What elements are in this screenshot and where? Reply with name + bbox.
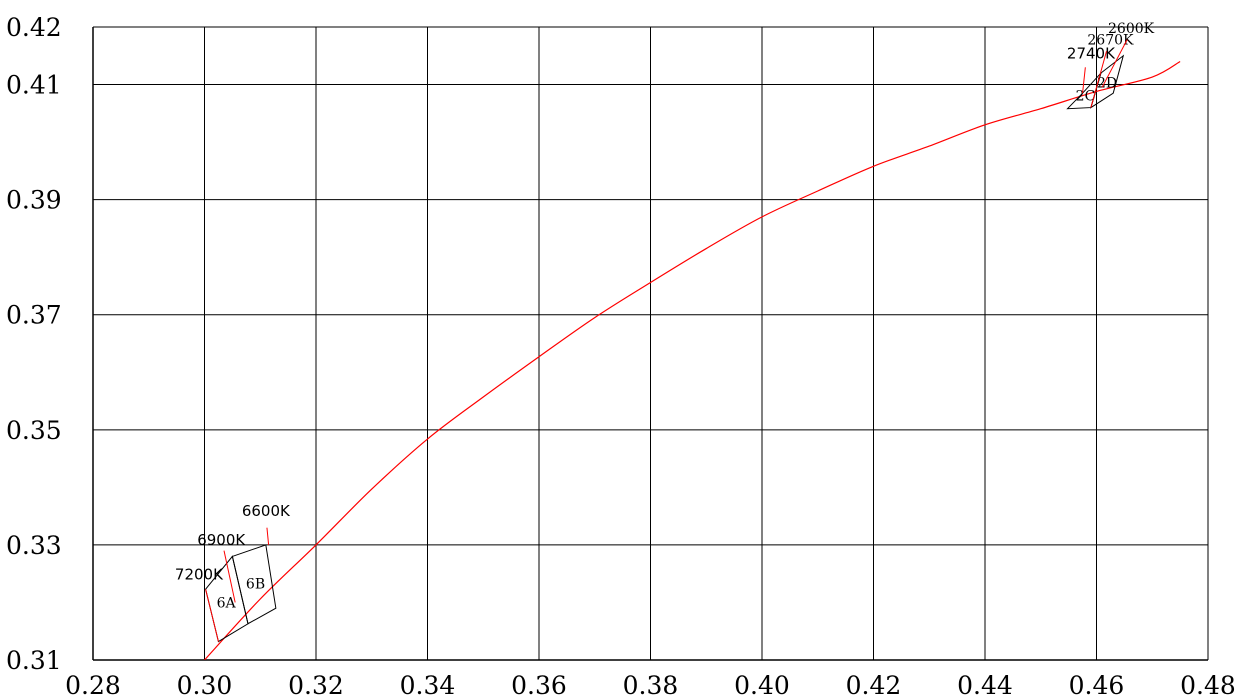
- annotation-cct-label: 6600K: [242, 502, 291, 520]
- annotation-leader: [266, 527, 270, 545]
- series-layer: [204, 61, 1181, 660]
- annotation-cct-label: 6900K: [197, 531, 246, 549]
- annotation-leader: [1082, 67, 1086, 94]
- y-tick-label: 0.37: [6, 301, 62, 330]
- y-tick-label: 0.42: [6, 13, 62, 42]
- annotation-cct-label: 7200K: [175, 565, 224, 583]
- annotation-leader: [205, 589, 219, 642]
- y-tick-label: 0.41: [6, 71, 62, 100]
- y-tick-label: 0.31: [6, 646, 62, 675]
- x-tick-labels: 0.28 0.30 0.32 0.34 0.36 0.38 0.40 0.42 0.44 0.46…: [65, 671, 1236, 700]
- annotation-leader: [223, 550, 236, 603]
- annotation-cct-label: 2740K: [1067, 45, 1116, 63]
- x-tick-label: 0.28: [65, 671, 121, 700]
- x-tick-label: 0.44: [957, 671, 1013, 700]
- annotation-leader: [1090, 51, 1108, 108]
- annotation-leader: [1101, 39, 1128, 88]
- annotation-cct-label: 2670K: [1087, 32, 1134, 48]
- x-tick-label: 0.40: [734, 671, 790, 700]
- x-tick-label: 0.48: [1180, 671, 1236, 700]
- x-tick-label: 0.34: [400, 671, 456, 700]
- x-tick-label: 0.30: [177, 671, 233, 700]
- watermark-logo: [220, 315, 292, 392]
- annotation-cct-label: 2600K: [1108, 21, 1155, 37]
- bin-label: 2C: [1076, 89, 1096, 105]
- series-line-planckian: [204, 61, 1181, 660]
- axes: [92, 27, 1208, 661]
- x-tick-label: 0.32: [288, 671, 344, 700]
- bin-label: 6B: [246, 576, 265, 592]
- x-tick-label: 0.36: [511, 671, 567, 700]
- x-tick-label: 0.38: [623, 671, 679, 700]
- bin-label: 6A: [217, 596, 237, 612]
- y-tick-label: 0.33: [6, 531, 62, 560]
- bin-6b: [231, 544, 277, 625]
- watermark-layer: [220, 315, 842, 442]
- x-tick-label: 0.46: [1069, 671, 1125, 700]
- watermark-logo: [770, 365, 842, 442]
- y-tick-label: 0.39: [6, 186, 62, 215]
- y-tick-labels: 0.42 0.41 0.39 0.37 0.35 0.33 0.31: [6, 13, 62, 675]
- x-tick-label: 0.42: [846, 671, 902, 700]
- y-tick-label: 0.35: [6, 416, 62, 445]
